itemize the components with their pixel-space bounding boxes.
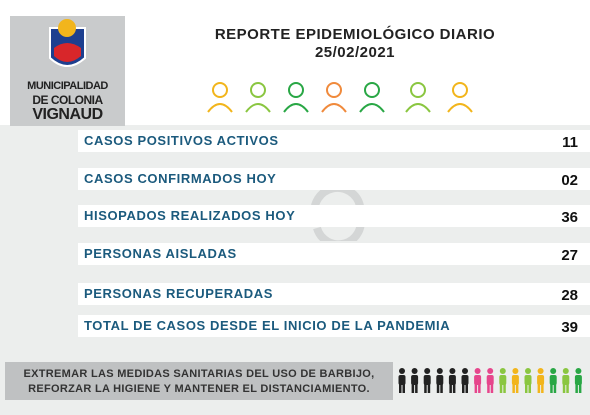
logo-line: DE COLONIA bbox=[32, 93, 103, 107]
person-icon bbox=[411, 368, 419, 393]
row-bg bbox=[78, 243, 590, 265]
footer-line: REFORZAR LA HIGIENE Y MANTENER EL DISTAN… bbox=[28, 383, 370, 395]
row-bg bbox=[78, 283, 590, 305]
row-label: CASOS POSITIVOS ACTIVOS bbox=[84, 133, 279, 148]
person-icon bbox=[486, 368, 494, 393]
row-value: 27 bbox=[561, 247, 578, 264]
worker-icons bbox=[207, 82, 473, 113]
person-icon bbox=[562, 368, 570, 393]
row-value: 39 bbox=[561, 319, 578, 336]
row-bg bbox=[78, 205, 590, 227]
table-row: HISOPADOS REALIZADOS HOY 36 bbox=[78, 205, 590, 227]
person-icon bbox=[461, 368, 469, 393]
logo-emblem bbox=[49, 19, 86, 67]
person-icon bbox=[511, 368, 519, 393]
row-label: TOTAL DE CASOS DESDE EL INICIO DE LA PAN… bbox=[84, 318, 451, 333]
logo-line: MUNICIPALIDAD bbox=[27, 80, 108, 92]
row-label: HISOPADOS REALIZADOS HOY bbox=[84, 208, 296, 223]
person-icon bbox=[549, 368, 557, 393]
row-label: PERSONAS RECUPERADAS bbox=[84, 286, 273, 301]
person-icon bbox=[398, 368, 406, 393]
report-date: 25/02/2021 bbox=[314, 44, 396, 61]
person-icon bbox=[436, 368, 444, 393]
row-value: 11 bbox=[562, 134, 578, 151]
person-icon bbox=[524, 368, 532, 393]
table-row: CASOS CONFIRMADOS HOY 02 bbox=[78, 168, 590, 190]
person-icon bbox=[537, 368, 545, 393]
row-bg bbox=[78, 168, 590, 190]
person-icon bbox=[423, 368, 431, 393]
report-title: REPORTE EPIDEMIOLÓGICO DIARIO bbox=[214, 26, 496, 43]
logo: MUNICIPALIDAD DE COLONIA VIGNAUD bbox=[10, 16, 125, 126]
row-value: 28 bbox=[561, 287, 578, 304]
row-label: CASOS CONFIRMADOS HOY bbox=[84, 171, 277, 186]
row-bg bbox=[78, 315, 590, 337]
row-bg bbox=[78, 130, 590, 152]
row-value: 02 bbox=[561, 172, 578, 189]
footer-box: EXTREMAR LAS MEDIDAS SANITARIAS DEL USO … bbox=[5, 362, 393, 400]
table-row: PERSONAS AISLADAS 27 bbox=[78, 243, 590, 265]
table-row: PERSONAS RECUPERADAS 28 bbox=[78, 283, 590, 305]
table-row: CASOS POSITIVOS ACTIVOS 11 bbox=[78, 130, 590, 152]
row-label: PERSONAS AISLADAS bbox=[84, 246, 237, 261]
person-icon bbox=[474, 368, 482, 393]
logo-line: VIGNAUD bbox=[32, 106, 103, 123]
header: MUNICIPALIDAD DE COLONIA VIGNAUD REPORTE… bbox=[0, 0, 590, 126]
person-icon bbox=[574, 368, 582, 393]
row-value: 36 bbox=[561, 209, 578, 226]
table-row: TOTAL DE CASOS DESDE EL INICIO DE LA PAN… bbox=[78, 315, 590, 337]
person-icon bbox=[448, 368, 456, 393]
people-icons bbox=[398, 368, 582, 393]
person-icon bbox=[499, 368, 507, 393]
footer-line: EXTREMAR LAS MEDIDAS SANITARIAS DEL USO … bbox=[23, 368, 375, 380]
